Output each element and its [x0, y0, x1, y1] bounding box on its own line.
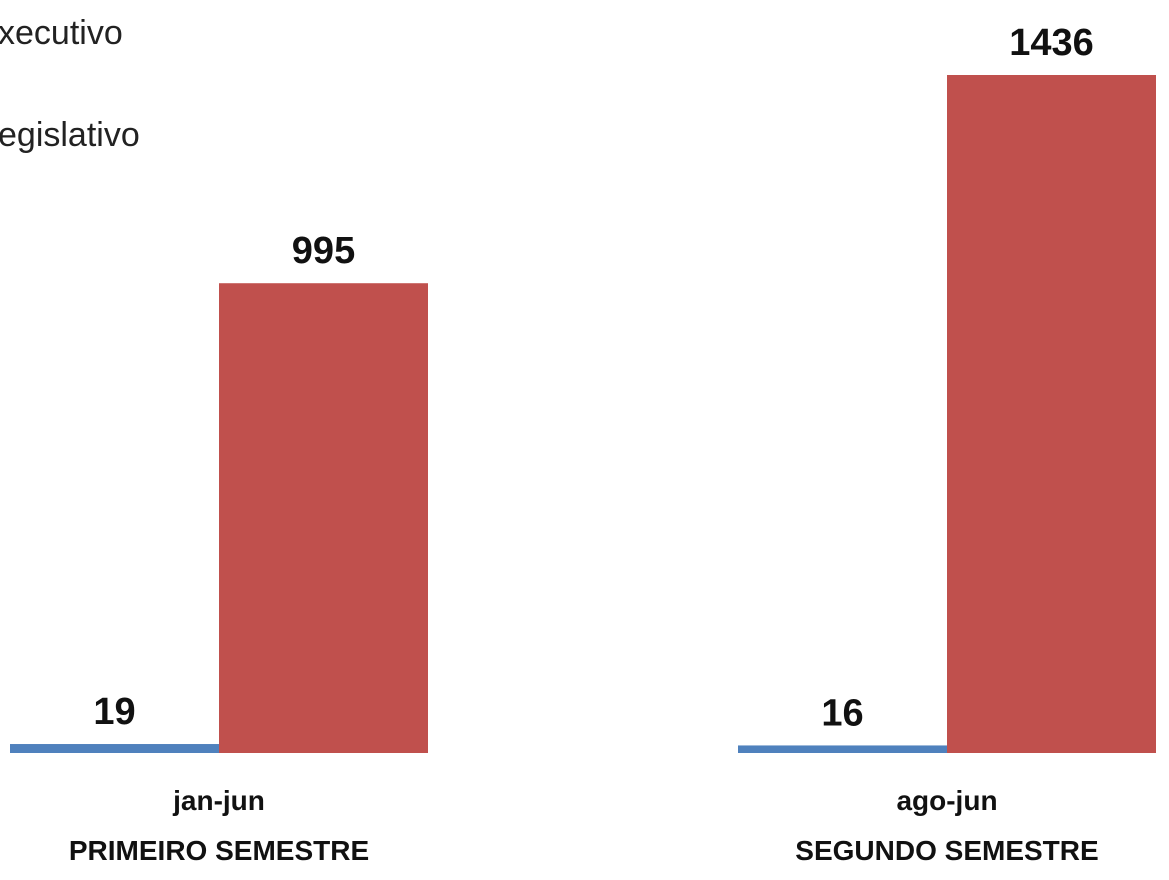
legend-label-legislativo: egislativo	[0, 116, 140, 154]
data-label-executivo-2: 16	[821, 692, 863, 734]
legend-label-executivo: xecutivo	[0, 14, 123, 52]
category-label-1-line-2: PRIMEIRO SEMESTRE	[69, 835, 369, 866]
category-label-2-line-2: SEGUNDO SEMESTRE	[795, 835, 1098, 866]
category-label-1-line-1: jan-jun	[172, 785, 265, 816]
data-label-legislativo-2: 1436	[1009, 22, 1094, 64]
data-label-executivo-1: 19	[93, 691, 135, 733]
bar-executivo-1	[10, 744, 219, 753]
bar-executivo-2	[738, 745, 947, 753]
bar-legislativo-2	[947, 75, 1156, 753]
category-label-2-line-1: ago-jun	[896, 785, 997, 816]
data-label-legislativo-1: 995	[292, 230, 355, 272]
bar-legislativo-1	[219, 283, 428, 753]
